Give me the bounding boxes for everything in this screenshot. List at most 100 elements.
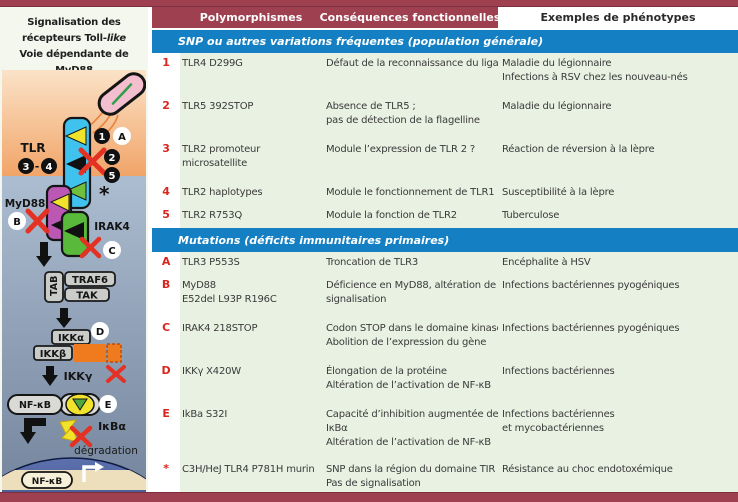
cell-line: IKKγ X420W (182, 366, 241, 377)
cell-line: Réaction de réversion à la lèpre (502, 144, 655, 155)
tak-box (64, 287, 110, 302)
cell-line: Module la fonction de TLR2 (326, 210, 457, 221)
cell-poly: MyD88 E52del L93P R196C (180, 275, 322, 318)
cell-line: Capacité d’inhibition augmentée de (326, 409, 499, 420)
cell-line: Infections bactériennes pyogéniques (502, 323, 680, 334)
cell-poly: TLR4 D299G (180, 53, 322, 96)
cell-poly: TLR2 promoteur microsatellite (180, 139, 322, 182)
row-id: 4 (152, 182, 180, 205)
cell-phenotypes: Infections bactériennes pyogéniques (498, 275, 738, 318)
red-x-icon (78, 147, 107, 176)
svg-text:E: E (105, 400, 112, 411)
red-x-icon (69, 425, 93, 448)
cell-line: Altération de l’activation de NF-κB (326, 437, 491, 448)
cell-line: IκBα (326, 423, 348, 434)
marker-C: C (103, 241, 121, 259)
row-id: 3 (152, 139, 180, 182)
cell-phenotypes: Infections bactériennes pyogéniques (498, 318, 738, 361)
row-id: 1 (152, 53, 180, 96)
table-row: C IRAK4 218STOP Codon STOP dans le domaine… (152, 318, 738, 361)
marker-E: E (99, 395, 117, 413)
ikk-alpha-label: IKKα (58, 333, 84, 344)
cell-consequences: Déficience en MyD88, altération de la sig… (322, 275, 508, 318)
tlr-domain-green (64, 181, 87, 201)
cell-consequences: Codon STOP dans le domaine kinase. Abolit… (322, 318, 506, 361)
cell-phenotypes: Infections bactériennes et mycobactérienn… (498, 404, 738, 459)
tlr-domain-yellow (64, 126, 87, 146)
row-id: 2 (152, 96, 180, 139)
marker-B: B (8, 212, 26, 230)
cell-line: Encéphalite à HSV (502, 257, 591, 268)
bacterium-icon (86, 72, 147, 138)
cell-phenotypes: Résistance au choc endotoxémique (498, 459, 738, 492)
signaling-pathway-svg: 1 A 2 5 * TLR 3 - (0, 70, 171, 502)
cell-poly: IRAK4 218STOP (180, 318, 322, 361)
cell-poly: TLR3 P553S (180, 252, 322, 275)
cell-line: Élongation de la protéine (326, 366, 447, 377)
cell-consequences: Défaut de la reconnaissance du ligand (322, 53, 511, 96)
cell-line: Abolition de l’expression du gène (326, 337, 487, 348)
ikk-gamma-box (74, 344, 106, 362)
sidebar-title-line1: Signalisation des (27, 17, 121, 28)
cell-line: Maladie du légionnaire (502, 58, 612, 69)
svg-text:3: 3 (23, 162, 30, 173)
asterisk-marker: * (99, 182, 110, 206)
cell-poly: TLR5 392STOP (180, 96, 322, 139)
cell-line: SNP dans la région du domaine TIR (326, 464, 496, 475)
table-row: 5 TLR2 R753Q Module la fonction de TLR2 Tub… (152, 205, 738, 228)
down-arrow-icon (56, 308, 72, 328)
cell-line: C3H/HeJ TLR4 P781H murin (182, 464, 315, 475)
svg-text:C: C (108, 246, 115, 257)
dash-label: - (35, 160, 40, 173)
degraded-ikba-icon (59, 419, 93, 448)
svg-text:A: A (118, 132, 126, 143)
cell-line: Infections bactériennes pyogéniques (502, 280, 680, 291)
cell-poly: IkBa S32I (180, 404, 322, 459)
ikk-alpha-box (51, 329, 91, 345)
table-row: B MyD88 E52del L93P R196C Déficience en MyD… (152, 275, 738, 318)
cell-line: MyD88 (182, 280, 216, 291)
svg-text:4: 4 (46, 162, 53, 173)
cell-phenotypes: Maladie du légionnaire (498, 96, 738, 139)
marker-4: 4 (41, 158, 57, 174)
cell-line: microsatellite (182, 158, 248, 169)
header-gap (152, 28, 738, 30)
ikk-beta-label: IKKβ (40, 349, 66, 360)
row-id: C (152, 318, 180, 361)
section-title: SNP ou autres variations fréquentes (pop… (178, 35, 544, 48)
irak4-label: IRAK4 (94, 221, 130, 233)
svg-text:B: B (13, 217, 21, 228)
row-id: A (152, 252, 180, 275)
table-row: A TLR3 P553S Troncation de TLR3 Encéphalite… (152, 252, 738, 275)
cell-line: Tuberculose (502, 210, 560, 221)
irak4-domain-black (64, 222, 84, 240)
marker-D: D (91, 322, 109, 340)
bent-arrow-icon (20, 418, 46, 444)
cell-consequences: Élongation de la protéine Altération de l… (322, 361, 498, 404)
cell-line: Altération de l’activation de NF-κB (326, 380, 491, 391)
row-id: D (152, 361, 180, 404)
table-header: Polymorphismes Conséquences fonctionnell… (152, 7, 738, 28)
ikk-gamma-label: IKKγ (64, 370, 93, 383)
cell-line: Absence de TLR5 ; (326, 101, 416, 112)
cell-line: Susceptibilité à la lèpre (502, 187, 615, 198)
svg-text:5: 5 (109, 171, 116, 182)
cell-consequences: SNP dans la région du domaine TIR Pas de … (322, 459, 498, 492)
cell-line: Troncation de TLR3 (326, 257, 419, 268)
svg-text:D: D (96, 327, 104, 338)
cell-line: Infections bactériennes (502, 366, 615, 377)
row-id: * (152, 459, 180, 492)
marker-2: 2 (104, 149, 120, 165)
pathway-sidebar: Signalisation des récepteurs Toll-like V… (0, 7, 171, 502)
cell-poly: C3H/HeJ TLR4 P781H murin (180, 459, 322, 492)
marker-5: 5 (104, 167, 120, 183)
red-x-icon (106, 365, 126, 383)
cell-line: Résistance au choc endotoxémique (502, 464, 673, 475)
cell-consequences: Absence de TLR5 ; pas de détection de la … (322, 96, 498, 139)
cell-line: Maladie du légionnaire (502, 101, 612, 112)
header-polymorphismes: Polymorphismes (180, 7, 322, 28)
sidebar-title: Signalisation des récepteurs Toll-like V… (0, 7, 148, 76)
section-band: Mutations (déficits immunitaires primair… (152, 228, 738, 252)
cell-phenotypes: Réaction de réversion à la lèpre (498, 139, 738, 182)
